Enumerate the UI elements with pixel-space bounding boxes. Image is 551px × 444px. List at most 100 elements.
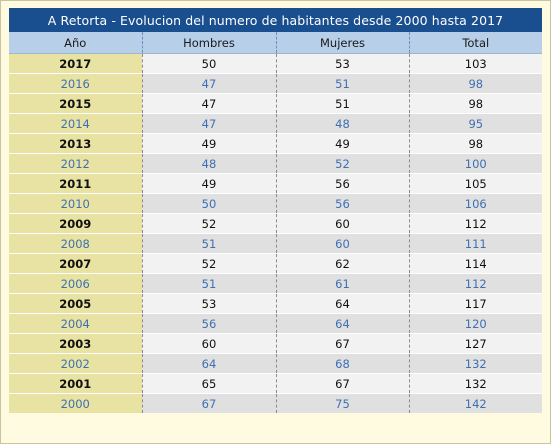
cell-hombres: 50 — [141, 53, 276, 74]
cell-mujeres: 52 — [275, 153, 409, 174]
cell-year: 2001 — [9, 373, 142, 394]
population-table: A Retorta - Evolucion del numero de habi… — [9, 8, 543, 413]
table-row: 2008 51 60 111 — [9, 233, 543, 254]
table-row: 2014 47 48 95 — [9, 113, 543, 134]
cell-mujeres: 51 — [275, 73, 409, 94]
cell-mujeres: 60 — [275, 233, 409, 254]
cell-total: 98 — [408, 73, 543, 94]
table-row: 2015 47 51 98 — [9, 93, 543, 114]
cell-year: 2008 — [9, 233, 142, 254]
cell-mujeres: 62 — [275, 253, 409, 274]
cell-hombres: 60 — [141, 333, 276, 354]
cell-year: 2006 — [9, 273, 142, 294]
cell-mujeres: 61 — [275, 273, 409, 294]
cell-year: 2007 — [9, 253, 142, 274]
cell-hombres: 52 — [141, 213, 276, 234]
cell-total: 112 — [408, 213, 543, 234]
cell-total: 132 — [408, 353, 543, 374]
cell-hombres: 48 — [141, 153, 276, 174]
cell-year: 2017 — [9, 53, 142, 74]
cell-total: 117 — [408, 293, 543, 314]
header-total: Total — [408, 32, 543, 54]
cell-total: 98 — [408, 133, 543, 154]
cell-mujeres: 67 — [275, 333, 409, 354]
cell-year: 2015 — [9, 93, 142, 114]
cell-hombres: 47 — [141, 73, 276, 94]
cell-hombres: 67 — [141, 393, 276, 413]
cell-hombres: 53 — [141, 293, 276, 314]
table-row: 2002 64 68 132 — [9, 353, 543, 374]
cell-year: 2002 — [9, 353, 142, 374]
cell-hombres: 47 — [141, 113, 276, 134]
table-row: 2017 50 53 103 — [9, 53, 543, 74]
table-row: 2009 52 60 112 — [9, 213, 543, 234]
table-row: 2000 67 75 142 — [9, 393, 543, 413]
cell-total: 127 — [408, 333, 543, 354]
cell-mujeres: 56 — [275, 173, 409, 194]
cell-mujeres: 67 — [275, 373, 409, 394]
cell-total: 106 — [408, 193, 543, 214]
cell-year: 2012 — [9, 153, 142, 174]
cell-total: 95 — [408, 113, 543, 134]
table-row: 2013 49 49 98 — [9, 133, 543, 154]
cell-total: 100 — [408, 153, 543, 174]
cell-year: 2011 — [9, 173, 142, 194]
cell-year: 2016 — [9, 73, 142, 94]
cell-year: 2010 — [9, 193, 142, 214]
cell-total: 111 — [408, 233, 543, 254]
table-title-row: A Retorta - Evolucion del numero de habi… — [9, 8, 543, 32]
table-row: 2006 51 61 112 — [9, 273, 543, 294]
cell-year: 2004 — [9, 313, 142, 334]
cell-total: 132 — [408, 373, 543, 394]
cell-hombres: 56 — [141, 313, 276, 334]
table-row: 2011 49 56 105 — [9, 173, 543, 194]
cell-hombres: 52 — [141, 253, 276, 274]
cell-year: 2003 — [9, 333, 142, 354]
cell-mujeres: 56 — [275, 193, 409, 214]
cell-total: 98 — [408, 93, 543, 114]
cell-total: 103 — [408, 53, 543, 74]
cell-mujeres: 64 — [275, 313, 409, 334]
cell-total: 142 — [408, 393, 543, 413]
table-row: 2010 50 56 106 — [9, 193, 543, 214]
cell-year: 2005 — [9, 293, 142, 314]
cell-mujeres: 60 — [275, 213, 409, 234]
table-row: 2001 65 67 132 — [9, 373, 543, 394]
cell-hombres: 64 — [141, 353, 276, 374]
cell-mujeres: 49 — [275, 133, 409, 154]
cell-mujeres: 64 — [275, 293, 409, 314]
cell-hombres: 49 — [141, 173, 276, 194]
cell-year: 2009 — [9, 213, 142, 234]
table-row: 2007 52 62 114 — [9, 253, 543, 274]
cell-total: 114 — [408, 253, 543, 274]
cell-mujeres: 75 — [275, 393, 409, 413]
table-header-row: Año Hombres Mujeres Total — [9, 32, 543, 54]
cell-mujeres: 53 — [275, 53, 409, 74]
table-body: 2017 50 53 103 2016 47 51 98 2015 47 51 98 2014 47 48 9… — [9, 53, 543, 413]
cell-hombres: 49 — [141, 133, 276, 154]
cell-hombres: 50 — [141, 193, 276, 214]
cell-year: 2013 — [9, 133, 142, 154]
header-hombres: Hombres — [141, 32, 276, 54]
header-year: Año — [9, 32, 142, 54]
cell-total: 112 — [408, 273, 543, 294]
header-mujeres: Mujeres — [275, 32, 409, 54]
cell-year: 2014 — [9, 113, 142, 134]
cell-mujeres: 68 — [275, 353, 409, 374]
cell-total: 120 — [408, 313, 543, 334]
table-row: 2003 60 67 127 — [9, 333, 543, 354]
cell-hombres: 65 — [141, 373, 276, 394]
cell-hombres: 47 — [141, 93, 276, 114]
table-row: 2004 56 64 120 — [9, 313, 543, 334]
cell-total: 105 — [408, 173, 543, 194]
cell-mujeres: 51 — [275, 93, 409, 114]
cell-hombres: 51 — [141, 233, 276, 254]
cell-mujeres: 48 — [275, 113, 409, 134]
table-row: 2005 53 64 117 — [9, 293, 543, 314]
table-row: 2012 48 52 100 — [9, 153, 543, 174]
cell-hombres: 51 — [141, 273, 276, 294]
table-row: 2016 47 51 98 — [9, 73, 543, 94]
cell-year: 2000 — [9, 393, 142, 413]
table-title: A Retorta - Evolucion del numero de habi… — [9, 8, 543, 32]
